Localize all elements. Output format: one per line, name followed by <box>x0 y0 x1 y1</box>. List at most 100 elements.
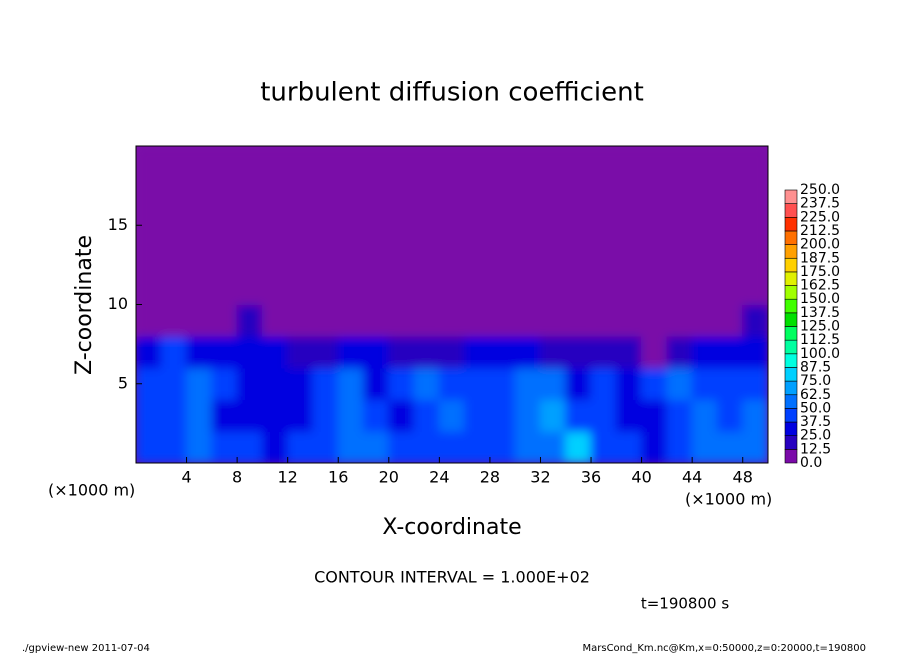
heatmap-cell <box>236 399 263 432</box>
heatmap-cell <box>489 304 516 337</box>
heatmap-cell <box>236 240 263 274</box>
x-tick-label: 36 <box>581 468 601 487</box>
heatmap-cell <box>261 430 289 463</box>
x-tick-label: 20 <box>379 468 399 487</box>
colorbar-label: 175.0 <box>800 264 840 280</box>
heatmap-cell <box>514 146 541 179</box>
heatmap-cell <box>160 146 188 179</box>
heatmap-cell <box>590 272 617 305</box>
heatmap-cell <box>438 177 466 210</box>
heatmap-cell <box>413 304 440 337</box>
colorbar-label: 187.5 <box>800 250 840 266</box>
heatmap-cell <box>312 177 339 210</box>
colorbar-box <box>784 421 798 436</box>
heatmap-cell <box>388 304 415 337</box>
heatmap-cell <box>186 304 213 337</box>
y-tick-label: 10 <box>108 294 128 313</box>
heatmap-cell <box>160 335 188 369</box>
heatmap-cell <box>716 240 744 274</box>
heatmap-cell <box>716 146 744 179</box>
heatmap-cell <box>388 146 415 179</box>
heatmap-cell <box>615 272 643 305</box>
heatmap-cell <box>590 335 617 369</box>
heatmap-cell <box>691 335 718 369</box>
heatmap-cell <box>186 146 213 179</box>
heatmap-cell <box>438 304 466 337</box>
heatmap-cell <box>615 367 643 401</box>
heatmap-cell <box>514 240 541 274</box>
heatmap-cell <box>388 208 415 242</box>
heatmap-cell <box>742 177 768 210</box>
heatmap-cell <box>489 367 516 401</box>
contour-note: CONTOUR INTERVAL = 1.000E+02 <box>314 568 590 587</box>
heatmap-cell <box>565 335 592 369</box>
heatmap-cell <box>666 177 693 210</box>
heatmap-cell <box>363 335 390 369</box>
heatmap-cell <box>160 430 188 463</box>
heatmap-cell <box>464 208 491 242</box>
heatmap-cell <box>691 399 718 432</box>
heatmap-cell <box>363 146 390 179</box>
heatmap-cell <box>565 240 592 274</box>
heatmap-cell <box>186 208 213 242</box>
colorbar-label: 87.5 <box>800 359 831 375</box>
heatmap-cell <box>691 240 718 274</box>
colorbar-label: 100.0 <box>800 346 840 362</box>
heatmap-cell <box>160 208 188 242</box>
heatmap-cell <box>590 177 617 210</box>
heatmap-cell <box>413 177 440 210</box>
heatmap-cell <box>489 208 516 242</box>
heatmap-cell <box>539 430 567 463</box>
colorbar-box <box>784 312 798 327</box>
heatmap-cell <box>565 304 592 337</box>
colorbar-label: 62.5 <box>800 387 831 403</box>
colorbar-label: 12.5 <box>800 441 831 457</box>
heatmap-cell <box>539 240 567 274</box>
heatmap-cell <box>742 146 768 179</box>
heatmap-cell <box>236 177 263 210</box>
heatmap-cell <box>211 367 238 401</box>
heatmap-cell <box>438 272 466 305</box>
heatmap-cell <box>388 272 415 305</box>
heatmap-cell <box>666 240 693 274</box>
colorbar-label: 125.0 <box>800 319 840 335</box>
heatmap-cell <box>716 208 744 242</box>
heatmap-cell <box>514 430 541 463</box>
colorbar-box <box>784 217 798 232</box>
x-tick-label: 48 <box>733 468 753 487</box>
heatmap-cell <box>742 272 768 305</box>
heatmap-cell <box>211 146 238 179</box>
heatmap-cell <box>236 208 263 242</box>
colorbar-label: 137.5 <box>800 305 840 321</box>
colorbar-box <box>784 367 798 382</box>
heatmap-cell <box>691 304 718 337</box>
heatmap-cell <box>261 335 289 369</box>
heatmap-cell <box>716 335 744 369</box>
heatmap-cell <box>337 272 365 305</box>
x-tick-label: 24 <box>429 468 449 487</box>
heatmap-cell <box>211 430 238 463</box>
heatmap-cell <box>312 335 339 369</box>
colorbar-box <box>784 244 798 259</box>
heatmap-cell <box>287 399 314 432</box>
y-tick-label: 5 <box>118 373 128 392</box>
heatmap-cell <box>337 367 365 401</box>
heatmap-cell <box>590 146 617 179</box>
heatmap-cell <box>160 367 188 401</box>
heatmap-cell <box>666 399 693 432</box>
heatmap-cell <box>539 304 567 337</box>
heatmap-cell <box>615 240 643 274</box>
heatmap-cell <box>236 146 263 179</box>
colorbar-label: 75.0 <box>800 373 831 389</box>
heatmap-cell <box>287 304 314 337</box>
heatmap-cell <box>236 272 263 305</box>
heatmap-cell <box>615 335 643 369</box>
heatmap-cell <box>413 240 440 274</box>
heatmap-cell <box>514 177 541 210</box>
heatmap-cell <box>438 146 466 179</box>
heatmap-cell <box>666 146 693 179</box>
heatmap-cell <box>287 177 314 210</box>
heatmap-cell <box>666 304 693 337</box>
heatmap-cell <box>438 240 466 274</box>
heatmap-cell <box>312 240 339 274</box>
